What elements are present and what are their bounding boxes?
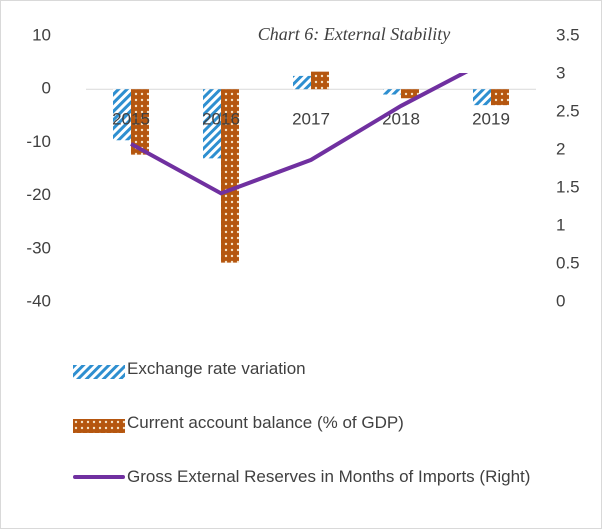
y2-tick-label: 2.5 [556, 101, 580, 120]
bar [113, 89, 131, 141]
legend-label: Gross External Reserves in Months of Imp… [127, 467, 531, 486]
y2-tick-label: 1 [556, 215, 565, 234]
legend-swatch [73, 416, 125, 433]
bar [491, 89, 509, 106]
y2-tick-label: 1.5 [556, 177, 580, 196]
bar [383, 89, 401, 95]
bar [473, 89, 491, 106]
y-tick-label: -30 [26, 238, 51, 257]
legend-entry: Gross External Reserves in Months of Imp… [73, 465, 573, 489]
bar [131, 89, 149, 155]
legend-entry: Current account balance (% of GDP) [73, 411, 573, 435]
bar [401, 89, 419, 99]
y2-tick-label: 0 [556, 291, 565, 310]
y2-tick-label: 3.5 [556, 25, 580, 44]
x-tick-label: 2016 [202, 110, 240, 129]
legend-label: Exchange rate variation [127, 359, 306, 378]
legend-swatch [73, 362, 125, 379]
y2-tick-label: 3 [556, 63, 565, 82]
legend-swatch [73, 475, 125, 479]
x-tick-label: 2018 [382, 110, 420, 129]
x-tick-label: 2015 [112, 110, 150, 129]
y2-tick-label: 2 [556, 139, 565, 158]
bar [293, 75, 311, 90]
y2-tick-label: 0.5 [556, 253, 580, 272]
legend-label: Current account balance (% of GDP) [127, 413, 404, 432]
y-tick-label: -20 [26, 185, 51, 204]
chart: Chart 6: External Stability 100-10-20-30… [26, 24, 580, 310]
y-tick-label: 0 [42, 79, 51, 98]
x-tick-label: 2019 [472, 110, 510, 129]
bar [203, 89, 221, 159]
bar [221, 89, 239, 263]
bar [311, 71, 329, 90]
y-tick-label: -40 [26, 291, 51, 310]
y-tick-label: -10 [26, 132, 51, 151]
line [130, 73, 469, 196]
legend-entry: Exchange rate variation [73, 357, 573, 381]
y-tick-label: 10 [32, 25, 51, 44]
x-tick-label: 2017 [292, 110, 330, 129]
chart-title: Chart 6: External Stability [258, 24, 450, 44]
